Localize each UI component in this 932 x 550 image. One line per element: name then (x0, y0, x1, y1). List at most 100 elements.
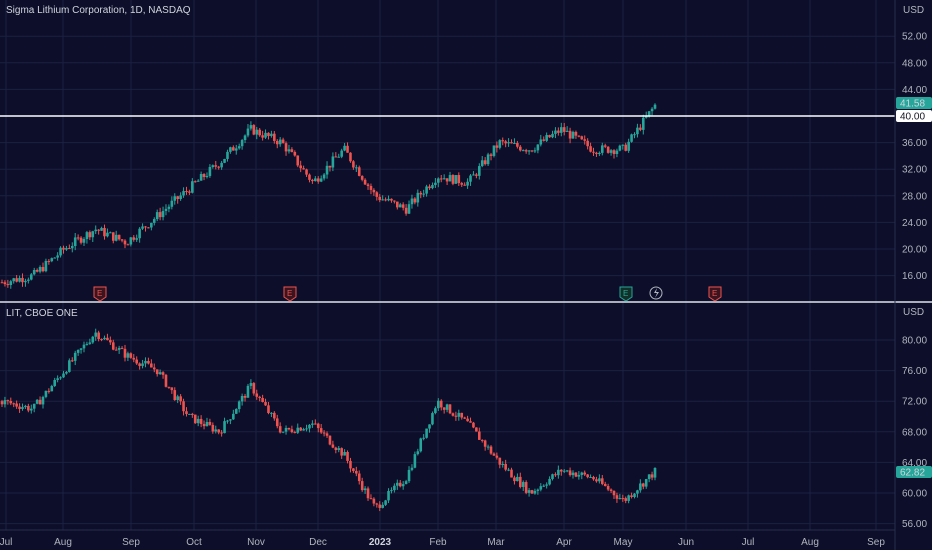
top-currency-label: USD (903, 5, 924, 16)
sgml-candle (281, 139, 285, 144)
sgml-candle (650, 108, 654, 112)
time-tick-label: Jul (742, 537, 755, 548)
sgml-candle (410, 198, 414, 205)
sgml-candle (606, 146, 610, 153)
lit-candle (185, 411, 188, 415)
price-tick-label: 60.00 (902, 489, 927, 500)
lit-candle (24, 405, 27, 408)
lit-candle (650, 474, 654, 478)
sgml-candle (586, 140, 589, 147)
sgml-candle (173, 196, 177, 201)
lit-candle (176, 396, 179, 401)
sgml-candle (258, 129, 261, 136)
lit-candle (630, 495, 633, 498)
sgml-candle (366, 184, 370, 186)
lit-candle (284, 427, 288, 432)
lit-candle (583, 472, 587, 475)
sgml-candle (349, 152, 352, 162)
sgml-candle (32, 269, 36, 275)
sgml-candle (91, 231, 95, 238)
earnings-marker-4[interactable]: E (708, 286, 722, 302)
sgml-candle (352, 161, 355, 168)
lit-candle (182, 401, 185, 412)
sgml-candle (545, 135, 548, 141)
sgml-candle (644, 116, 648, 118)
lit-candle (296, 427, 300, 433)
lit-candle (141, 363, 144, 366)
earnings-marker-2[interactable]: E (283, 286, 297, 302)
sgml-candle (62, 247, 65, 250)
time-tick-label: Oct (186, 537, 202, 548)
lit-candle (495, 455, 499, 458)
sgml-candle (472, 174, 475, 176)
lit-candle (390, 490, 393, 492)
sgml-candle (287, 149, 291, 152)
sgml-candle (375, 192, 379, 197)
sgml-candle (530, 150, 534, 152)
bottom-currency-label: USD (903, 307, 924, 318)
sgml-candle (278, 139, 282, 145)
sgml-candle (35, 269, 39, 272)
time-tick-label: Jul (0, 537, 12, 548)
sgml-candle (120, 239, 124, 241)
sgml-candle (636, 127, 639, 135)
sgml-candle (428, 186, 431, 189)
lit-candle (396, 482, 399, 486)
lit-candle (123, 348, 127, 358)
sgml-candle (492, 145, 496, 156)
svg-text:E: E (287, 289, 292, 298)
sgml-candle (583, 139, 587, 141)
lit-candle (199, 418, 203, 424)
lit-candle (53, 379, 57, 386)
lit-candle (536, 489, 540, 491)
lit-candle (275, 418, 279, 427)
sgml-candle (413, 198, 417, 203)
sgml-candle (182, 191, 185, 196)
earnings-marker-3[interactable]: E (619, 286, 633, 302)
sgml-candle (252, 125, 256, 135)
lit-candle (59, 377, 62, 379)
lit-candle (179, 396, 182, 402)
sgml-candle (480, 160, 484, 167)
lit-candle (521, 482, 525, 487)
sgml-candle (305, 169, 308, 175)
lit-candle (150, 363, 153, 368)
lit-candle (38, 399, 42, 405)
lit-candle (437, 400, 440, 409)
lit-candle (319, 428, 323, 433)
sgml-candle (208, 166, 212, 176)
lit-candle (223, 421, 226, 434)
lit-candle (524, 482, 528, 493)
earnings-marker-1[interactable]: E (93, 286, 107, 302)
sgml-candle (232, 147, 235, 151)
lit-candle (472, 422, 475, 428)
time-tick-label: Feb (429, 537, 447, 548)
sgml-candle (460, 183, 464, 185)
lit-candle (516, 476, 519, 482)
sgml-candle (521, 150, 525, 152)
lit-candle (9, 401, 13, 404)
lit-candle (27, 405, 30, 411)
lightning-icon[interactable] (649, 286, 663, 300)
price-tick-label: 24.00 (902, 218, 927, 229)
sgml-candle (211, 165, 215, 167)
lit-candle (193, 414, 197, 424)
sgml-candle (255, 129, 259, 135)
sgml-candle (475, 174, 478, 176)
level-badge: 40.00 (896, 110, 932, 123)
lit-candle (595, 479, 598, 482)
sgml-candle (451, 175, 455, 184)
sgml-candle (504, 141, 507, 144)
lit-candle (489, 446, 493, 454)
lit-candle (355, 470, 358, 474)
sgml-candle (630, 134, 633, 142)
sgml-candle (334, 156, 338, 158)
lit-candle (357, 473, 361, 482)
lit-candle (211, 424, 215, 432)
lit-candle (425, 428, 428, 438)
sgml-candle (396, 201, 399, 208)
lit-candle (498, 457, 502, 465)
lit-candle (217, 429, 220, 433)
last-price-badge-top: 41.58 (896, 97, 932, 110)
